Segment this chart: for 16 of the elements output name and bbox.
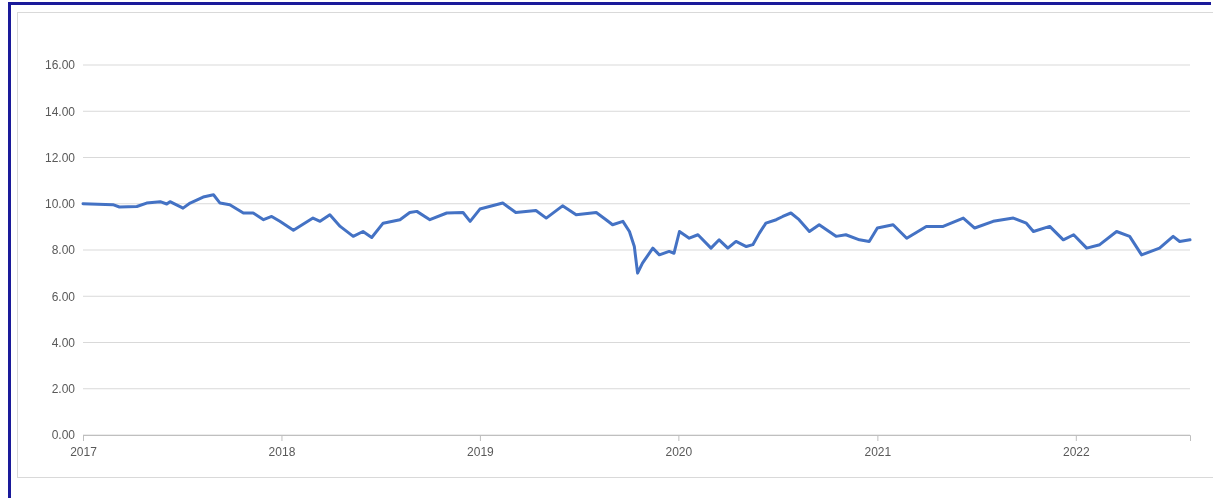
y-tick-label: 4.00 — [51, 335, 76, 350]
y-tick-label: 2.00 — [51, 382, 76, 397]
y-tick-label: 14.00 — [44, 104, 76, 119]
x-tick-label: 2021 — [864, 444, 892, 459]
y-tick-label: 0.00 — [51, 428, 76, 443]
x-tick-label: 2019 — [467, 444, 495, 459]
x-tick-label: 2018 — [268, 444, 296, 459]
y-tick-label: 10.00 — [44, 197, 76, 212]
y-tick-label: 12.00 — [44, 150, 76, 165]
y-tick-label: 8.00 — [51, 243, 76, 258]
x-tick-label: 2020 — [665, 444, 693, 459]
x-tick-label: 2017 — [70, 444, 98, 459]
y-tick-label: 16.00 — [44, 58, 76, 73]
line-series — [81, 193, 1192, 275]
y-tick-label: 6.00 — [51, 289, 76, 304]
x-tick-label: 2022 — [1062, 444, 1090, 459]
